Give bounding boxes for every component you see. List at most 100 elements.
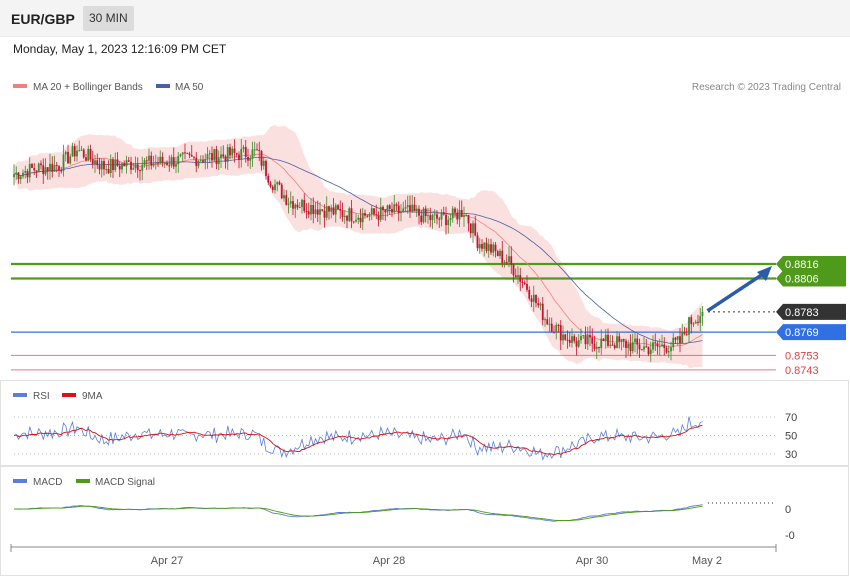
candle-body — [472, 223, 474, 234]
candle-body — [121, 163, 123, 170]
x-tick-label: Apr 27 — [151, 555, 183, 567]
candle-body — [458, 209, 461, 220]
candle-body — [40, 163, 42, 166]
candle-body — [267, 176, 270, 183]
candle-body — [301, 199, 303, 208]
candle-body — [118, 165, 121, 170]
candle-body — [451, 208, 454, 219]
candle-body — [127, 160, 130, 162]
candle-body — [343, 215, 346, 217]
candle-body — [269, 182, 272, 187]
rsi-tick-label: 70 — [785, 412, 797, 424]
candle-body — [22, 172, 24, 177]
last-price-value: 0.8783 — [785, 307, 819, 319]
candle-body — [701, 311, 704, 317]
candle-body — [87, 148, 90, 161]
candle-body — [481, 244, 483, 249]
candle-body — [71, 146, 74, 157]
candle-body — [490, 244, 492, 253]
candle-body — [643, 346, 645, 350]
candle-body — [348, 208, 351, 221]
candle-body — [487, 244, 490, 251]
candle-body — [112, 159, 114, 171]
candle-body — [181, 152, 184, 155]
candle-body — [325, 206, 328, 218]
candle-body — [661, 344, 663, 347]
candle-body — [132, 168, 135, 170]
legend-swatch-ma20 — [13, 84, 27, 88]
candle-body — [517, 275, 519, 278]
candle-body — [595, 346, 598, 349]
candle-body — [226, 147, 229, 162]
candle-body — [175, 164, 177, 167]
candle-body — [51, 163, 54, 172]
candle-body — [510, 256, 513, 265]
credit-label: Research © 2023 Trading Central — [692, 82, 841, 93]
candle-body — [359, 217, 362, 223]
candle-body — [60, 170, 63, 172]
forecast-arrow-head — [757, 266, 772, 281]
candle-body — [697, 321, 699, 323]
candle-body — [523, 282, 526, 284]
candle-body — [208, 153, 211, 155]
rsi-tick-label: 30 — [785, 449, 797, 461]
candle-body — [76, 150, 78, 157]
candle-body — [249, 158, 252, 161]
candle-body — [528, 289, 531, 299]
candle-body — [35, 170, 38, 172]
candle-body — [631, 342, 634, 352]
candle-body — [548, 323, 551, 325]
candle-body — [222, 154, 225, 157]
candle-body — [303, 199, 306, 212]
candle-body — [204, 159, 207, 163]
candle-body — [395, 204, 398, 206]
candle-body — [456, 212, 459, 220]
candle-body — [591, 337, 594, 344]
candle-body — [373, 208, 375, 215]
candle-body — [328, 206, 330, 212]
candle-body — [262, 160, 265, 166]
candle-body — [258, 149, 261, 152]
candle-body — [492, 244, 495, 253]
candle-body — [652, 342, 654, 350]
candle-body — [611, 344, 614, 346]
pivot-level-tag — [776, 324, 846, 341]
candle-body — [28, 163, 31, 178]
legend-label-macd: MACD — [33, 477, 62, 488]
candle-body — [521, 281, 524, 283]
candle-body — [229, 147, 231, 156]
candle-body — [184, 152, 186, 154]
interval-button[interactable]: 30 MIN — [83, 6, 134, 31]
candle-body — [334, 205, 337, 215]
candle-body — [193, 156, 195, 158]
candle-body — [350, 208, 353, 222]
candle-body — [19, 176, 22, 180]
candle-body — [103, 161, 105, 170]
legend-swatch-rsi-ma — [62, 393, 76, 397]
candle-body — [429, 215, 432, 221]
candle-body — [211, 153, 213, 161]
candle-body — [89, 148, 92, 160]
chart-header: EUR/GBP 30 MIN — [0, 0, 850, 37]
rsi-line — [13, 416, 703, 461]
candle-body — [600, 338, 603, 349]
candle-body — [330, 207, 333, 212]
candle-body — [91, 159, 94, 164]
candle-body — [69, 156, 72, 164]
candle-body — [26, 171, 29, 178]
candle-body — [109, 159, 112, 174]
support-level-label: 0.8743 — [785, 365, 819, 377]
candle-body — [55, 165, 58, 167]
bollinger-band — [14, 125, 703, 369]
candle-body — [402, 208, 405, 212]
candle-body — [240, 148, 243, 160]
pivot-level-label: 0.8769 — [785, 327, 819, 339]
candle-body — [546, 319, 549, 325]
candle-body — [310, 204, 312, 215]
candle-body — [627, 343, 630, 349]
candle-body — [235, 152, 238, 155]
candle-body — [154, 162, 157, 164]
candle-body — [355, 219, 357, 222]
candle-body — [276, 182, 279, 185]
candle-body — [503, 261, 506, 263]
